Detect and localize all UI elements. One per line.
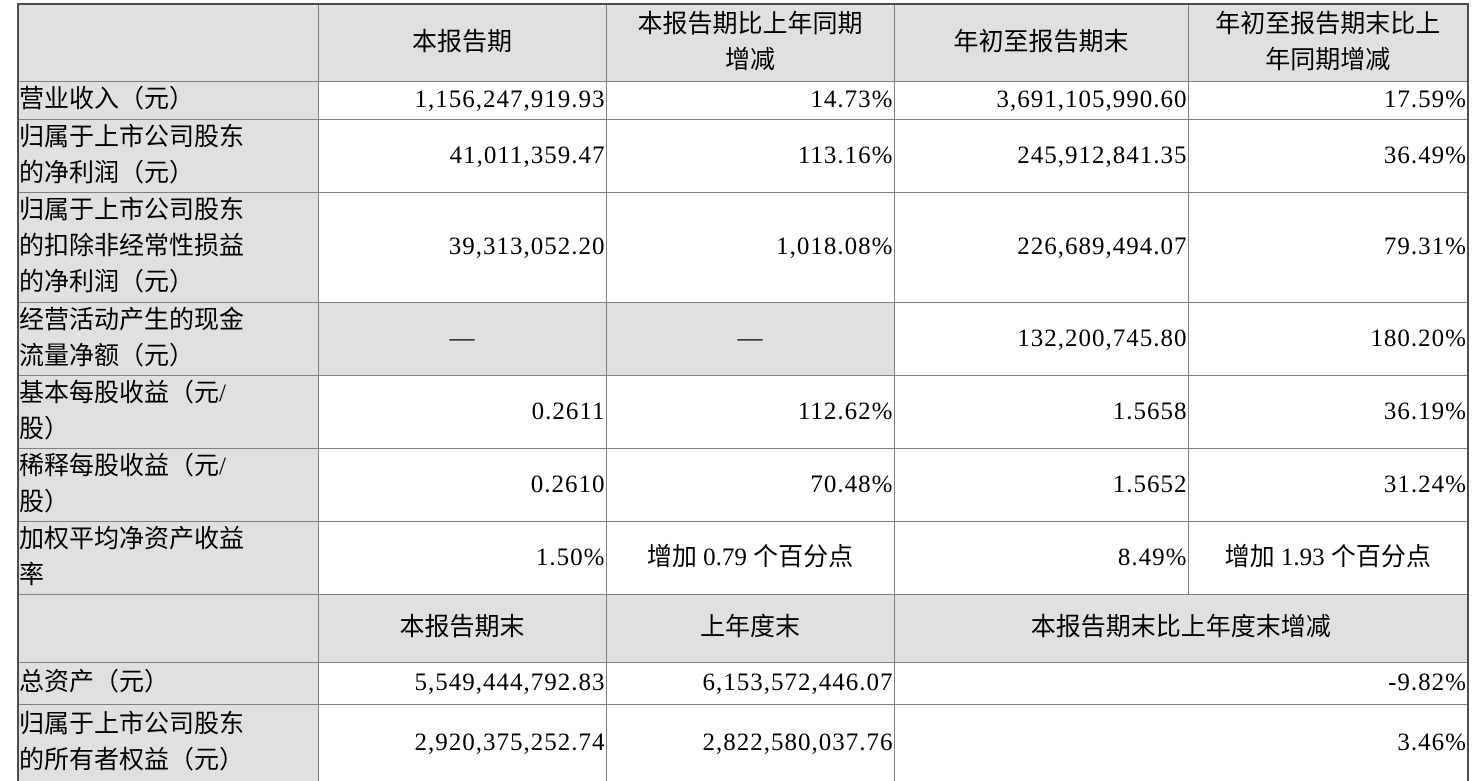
row-label-shareholders-equity: 归属于上市公司股东 的所有者权益（元） [17,703,319,781]
cell-value: 70.48% [605,447,895,522]
cell-value-empty: — [317,301,607,376]
table-row: 经营活动产生的现金 流量净额（元） — — 132,200,745.80 180… [17,301,1469,376]
cell-value: 1.50% [317,520,607,595]
col-header-yoy-change: 本报告期比上年同期 增减 [605,3,895,82]
table-row: 稀释每股收益（元/ 股） 0.2610 70.48% 1.5652 31.24% [17,447,1469,522]
cell-value: 14.73% [605,80,895,120]
financial-summary-table: 本报告期 本报告期比上年同期 增减 年初至报告期末 年初至报告期末比上 年同期增… [17,3,1469,781]
table-row: 总资产（元） 5,549,444,792.83 6,153,572,446.07… [17,661,1469,705]
cell-value: 1.5658 [893,374,1189,449]
cell-value: 增加 1.93 个百分点 [1187,520,1469,595]
cell-value: 36.19% [1187,374,1469,449]
cell-value: 79.31% [1187,191,1469,303]
table-row: 归属于上市公司股东 的净利润（元） 41,011,359.47 113.16% … [17,118,1469,193]
cell-value: 17.59% [1187,80,1469,120]
cell-value: 6,153,572,446.07 [605,661,895,705]
cell-value: 1,156,247,919.93 [317,80,607,120]
cell-value: 31.24% [1187,447,1469,522]
cell-value: 226,689,494.07 [893,191,1189,303]
header-blank-cell [17,3,319,82]
row-label-total-assets: 总资产（元） [17,661,319,705]
cell-value: -9.82% [893,661,1469,705]
col-header-ytd-yoy-change: 年初至报告期末比上 年同期增减 [1187,3,1469,82]
cell-value: 8.49% [893,520,1189,595]
table-row: 归属于上市公司股东 的所有者权益（元） 2,920,375,252.74 2,8… [17,703,1469,781]
cell-value: 132,200,745.80 [893,301,1189,376]
col-header-current-period: 本报告期 [317,3,607,82]
col-header-change-vs-last-year-end: 本报告期末比上年度末增减 [893,593,1469,663]
cell-value: 1,018.08% [605,191,895,303]
col-header-end-of-period: 本报告期末 [317,593,607,663]
cell-value: 3,691,105,990.60 [893,80,1189,120]
cell-value: 1.5652 [893,447,1189,522]
row-label-diluted-eps: 稀释每股收益（元/ 股） [17,447,319,522]
table-row: 归属于上市公司股东 的扣除非经常性损益 的净利润（元） 39,313,052.2… [17,191,1469,303]
cell-value-empty: — [605,301,895,376]
cell-value: 3.46% [893,703,1469,781]
header-row-1: 本报告期 本报告期比上年同期 增减 年初至报告期末 年初至报告期末比上 年同期增… [17,3,1469,82]
header-blank-cell [17,593,319,663]
cell-value: 36.49% [1187,118,1469,193]
cell-value: 0.2611 [317,374,607,449]
table-row: 基本每股收益（元/ 股） 0.2611 112.62% 1.5658 36.19… [17,374,1469,449]
cell-value: 5,549,444,792.83 [317,661,607,705]
row-label-revenue: 营业收入（元） [17,80,319,120]
cell-value: 245,912,841.35 [893,118,1189,193]
col-header-end-of-last-year: 上年度末 [605,593,895,663]
cell-value: 113.16% [605,118,895,193]
cell-value: 39,313,052.20 [317,191,607,303]
cell-value: 180.20% [1187,301,1469,376]
table-row: 营业收入（元） 1,156,247,919.93 14.73% 3,691,10… [17,80,1469,120]
col-header-year-to-date: 年初至报告期末 [893,3,1189,82]
header-row-2: 本报告期末 上年度末 本报告期末比上年度末增减 [17,593,1469,663]
row-label-weighted-avg-roe: 加权平均净资产收益 率 [17,520,319,595]
cell-value: 2,920,375,252.74 [317,703,607,781]
table-row: 加权平均净资产收益 率 1.50% 增加 0.79 个百分点 8.49% 增加 … [17,520,1469,595]
row-label-net-profit-excl-nonrecurring: 归属于上市公司股东 的扣除非经常性损益 的净利润（元） [17,191,319,303]
row-label-basic-eps: 基本每股收益（元/ 股） [17,374,319,449]
cell-value: 112.62% [605,374,895,449]
cell-value: 0.2610 [317,447,607,522]
row-label-operating-cash-flow: 经营活动产生的现金 流量净额（元） [17,301,319,376]
cell-value: 41,011,359.47 [317,118,607,193]
row-label-net-profit: 归属于上市公司股东 的净利润（元） [17,118,319,193]
cell-value: 增加 0.79 个百分点 [605,520,895,595]
cell-value: 2,822,580,037.76 [605,703,895,781]
